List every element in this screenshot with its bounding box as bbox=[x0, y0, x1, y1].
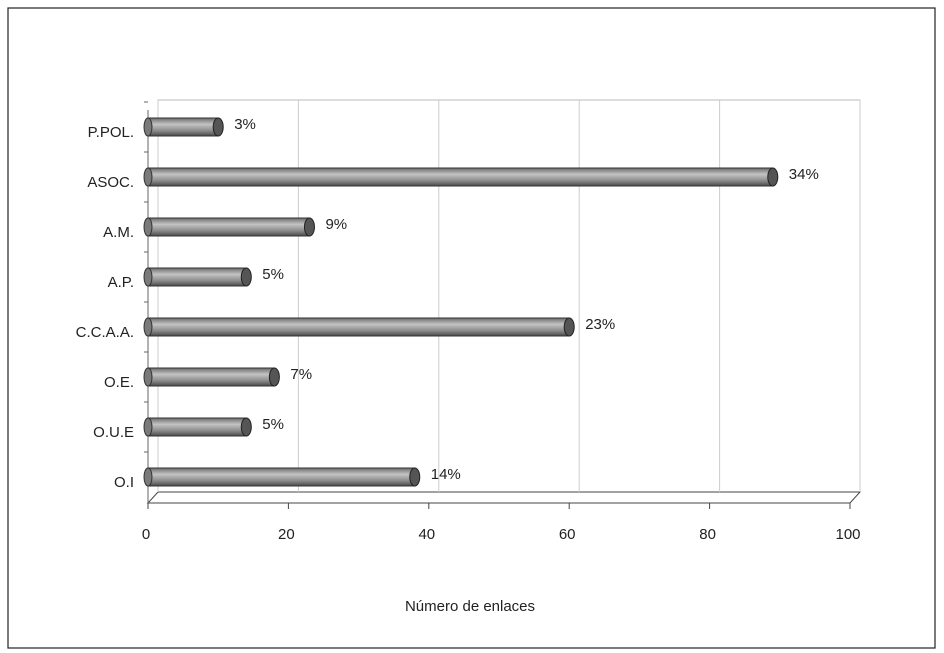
bar-body bbox=[147, 167, 774, 187]
bar-base bbox=[143, 167, 153, 187]
bar-body bbox=[147, 317, 570, 337]
bar-cap bbox=[240, 267, 252, 287]
bar-cap bbox=[409, 467, 421, 487]
bar-cap bbox=[268, 367, 280, 387]
x-tick-label: 20 bbox=[278, 526, 295, 543]
bar-cap bbox=[240, 417, 252, 437]
bar-base bbox=[143, 317, 153, 337]
bar-base bbox=[143, 467, 153, 487]
bar bbox=[143, 467, 421, 487]
bar-body bbox=[147, 367, 275, 387]
bar-cap bbox=[303, 217, 315, 237]
y-tick-label: O.U.E bbox=[93, 424, 134, 441]
x-tick-label: 40 bbox=[418, 526, 435, 543]
x-tick-label: 0 bbox=[142, 526, 150, 543]
plot-back-wall bbox=[157, 99, 861, 493]
bar-body bbox=[147, 117, 219, 137]
bar-base bbox=[143, 117, 153, 137]
bar-cap bbox=[767, 167, 779, 187]
y-tick-label: ASOC. bbox=[87, 174, 134, 191]
bar-base bbox=[143, 417, 153, 437]
bar bbox=[143, 117, 224, 137]
data-label: 5% bbox=[262, 266, 284, 283]
bar bbox=[143, 267, 252, 287]
data-label: 14% bbox=[431, 466, 461, 483]
data-label: 34% bbox=[789, 166, 819, 183]
y-tick-label: O.E. bbox=[104, 374, 134, 391]
x-axis-title: Número de enlaces bbox=[405, 598, 535, 615]
bar-base bbox=[143, 367, 153, 387]
y-tick-label: P.POL. bbox=[88, 124, 134, 141]
bar-cap bbox=[212, 117, 224, 137]
plot-floor bbox=[146, 491, 862, 504]
bar-cap bbox=[563, 317, 575, 337]
y-tick-label: A.P. bbox=[108, 274, 134, 291]
bar-body bbox=[147, 217, 310, 237]
data-label: 7% bbox=[290, 366, 312, 383]
y-tick-label: A.M. bbox=[103, 224, 134, 241]
bar-body bbox=[147, 467, 416, 487]
x-tick-label: 100 bbox=[835, 526, 860, 543]
bar-body bbox=[147, 417, 247, 437]
data-label: 3% bbox=[234, 116, 256, 133]
x-tick-label: 60 bbox=[559, 526, 576, 543]
data-label: 23% bbox=[585, 316, 615, 333]
bar bbox=[143, 167, 779, 187]
bar-base bbox=[143, 217, 153, 237]
x-tick-label: 80 bbox=[699, 526, 716, 543]
data-label: 9% bbox=[325, 216, 347, 233]
bar bbox=[143, 367, 280, 387]
data-label: 5% bbox=[262, 416, 284, 433]
bar-base bbox=[143, 267, 153, 287]
bar bbox=[143, 317, 575, 337]
bar bbox=[143, 417, 252, 437]
bar-body bbox=[147, 267, 247, 287]
y-tick-label: O.I bbox=[114, 474, 134, 491]
y-tick-label: C.C.A.A. bbox=[76, 324, 134, 341]
bar bbox=[143, 217, 315, 237]
